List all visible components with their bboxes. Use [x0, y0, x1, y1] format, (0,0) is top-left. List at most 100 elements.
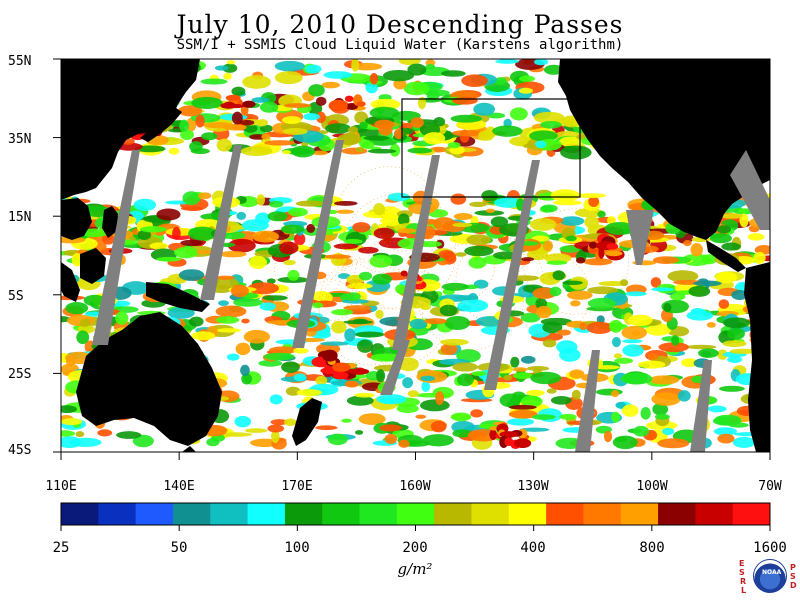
cloud-cell — [274, 60, 305, 72]
cloud-cell — [681, 358, 699, 368]
cloud-cell — [455, 295, 479, 301]
cloud-cell — [683, 239, 692, 247]
colorbar-swatch — [434, 503, 472, 525]
cloud-cell — [542, 339, 557, 348]
land-asia — [61, 59, 200, 200]
cloud-cell — [457, 373, 474, 387]
cloud-cell-intense — [242, 100, 256, 108]
cloud-cell — [621, 404, 639, 417]
cloud-cell — [256, 194, 266, 206]
colorbar-label-1600: 1600 — [753, 540, 787, 556]
cloud-cell — [263, 352, 295, 361]
colorbar-label-100: 100 — [284, 540, 310, 556]
colorbar-swatch — [396, 503, 435, 525]
cloud-cell — [279, 241, 299, 255]
land-sumatra — [61, 262, 80, 302]
cloud-cell — [294, 232, 306, 246]
cloud-cell — [61, 405, 78, 414]
cloud-cell — [494, 77, 507, 85]
cloud-cell — [648, 375, 680, 385]
cloud-cell — [690, 243, 703, 257]
cloud-cell — [435, 391, 445, 406]
cloud-cell — [220, 432, 253, 437]
cloud-cell — [611, 336, 621, 348]
colorbar-swatch — [359, 503, 398, 525]
cloud-cell — [384, 433, 398, 445]
cloud-cell — [268, 200, 284, 208]
cloud-cell — [269, 394, 283, 405]
cloud-cell — [357, 339, 374, 353]
cloud-cell — [546, 260, 568, 265]
cloud-cell — [403, 81, 430, 96]
cloud-cell — [592, 365, 621, 370]
logo-letter-e: E — [739, 559, 745, 568]
cloud-cell — [180, 239, 203, 247]
cloud-cell — [283, 103, 312, 108]
cloud-cell — [188, 226, 217, 241]
cloud-cell — [410, 117, 424, 128]
cloud-cell — [531, 414, 556, 420]
focus-box — [401, 98, 581, 198]
cloud-cell — [688, 285, 711, 297]
colorbar-label-25: 25 — [52, 540, 70, 556]
cloud-cell — [291, 145, 316, 158]
cloud-cell — [252, 230, 280, 243]
colorbar-swatch — [508, 503, 547, 525]
lat-label-5s: 5S — [8, 289, 24, 304]
cloud-cell — [512, 372, 534, 379]
cloud-cell — [485, 208, 496, 213]
contour-arc — [511, 255, 591, 335]
cloud-cell — [369, 72, 379, 85]
colorbar-swatch — [322, 503, 361, 525]
swath-gap — [200, 145, 242, 300]
swath-gap — [575, 350, 600, 452]
colorbar-units: g/m² — [397, 560, 433, 578]
cloud-cell — [447, 141, 461, 149]
cloud-cell — [729, 348, 758, 354]
cloud-cell — [398, 59, 421, 66]
cloud-cell — [407, 390, 420, 398]
cloud-cell — [282, 127, 308, 135]
cloud-cell — [651, 287, 674, 292]
cloud-cell — [637, 360, 666, 369]
cloud-cell — [347, 126, 359, 134]
cloud-cell — [727, 356, 743, 364]
swath-gap — [730, 150, 770, 230]
cloud-cell — [452, 429, 473, 438]
cloud-cell — [512, 367, 528, 372]
cloud-cell — [519, 427, 550, 432]
cloud-cell — [303, 112, 320, 121]
cloud-cell-intense — [328, 99, 348, 112]
cloud-cell — [570, 300, 581, 307]
cloud-cell — [451, 130, 483, 137]
cloud-cell — [597, 210, 606, 218]
cloud-cell — [65, 355, 76, 367]
cloud-cell — [233, 298, 263, 307]
cloud-cell — [452, 222, 473, 228]
cloud-cell — [713, 427, 737, 436]
cloud-cell — [315, 425, 338, 431]
cloud-cell — [669, 292, 686, 301]
cloud-cell-intense — [598, 247, 605, 259]
cloud-cell — [508, 409, 538, 419]
cloud-cell-intense — [225, 94, 241, 102]
cloud-cell — [395, 284, 407, 295]
cloud-cell — [271, 429, 280, 444]
cloud-cell — [214, 65, 229, 71]
esrl-psd-noaa-logo: E S R L NOAA P S D — [735, 557, 797, 597]
cloud-cell-intense — [345, 103, 358, 110]
cloud-cell — [240, 364, 250, 376]
colorbar-label-400: 400 — [520, 540, 546, 556]
cloud-cell — [619, 279, 629, 287]
lon-label-130w: 130W — [517, 479, 549, 494]
cloud-cell — [280, 224, 305, 234]
cloud-cell — [362, 141, 375, 150]
map-subtitle: SSM/I + SSMIS Cloud Liquid Water (Karste… — [176, 37, 624, 53]
lon-label-100w: 100W — [636, 479, 668, 494]
cloud-cell — [387, 192, 410, 202]
map-title: July 10, 2010 Descending Passes — [176, 10, 624, 39]
cloud-cell — [76, 330, 90, 345]
cloud-cell — [370, 98, 401, 110]
cloud-cell — [281, 116, 302, 124]
cloud-cell — [652, 256, 679, 264]
